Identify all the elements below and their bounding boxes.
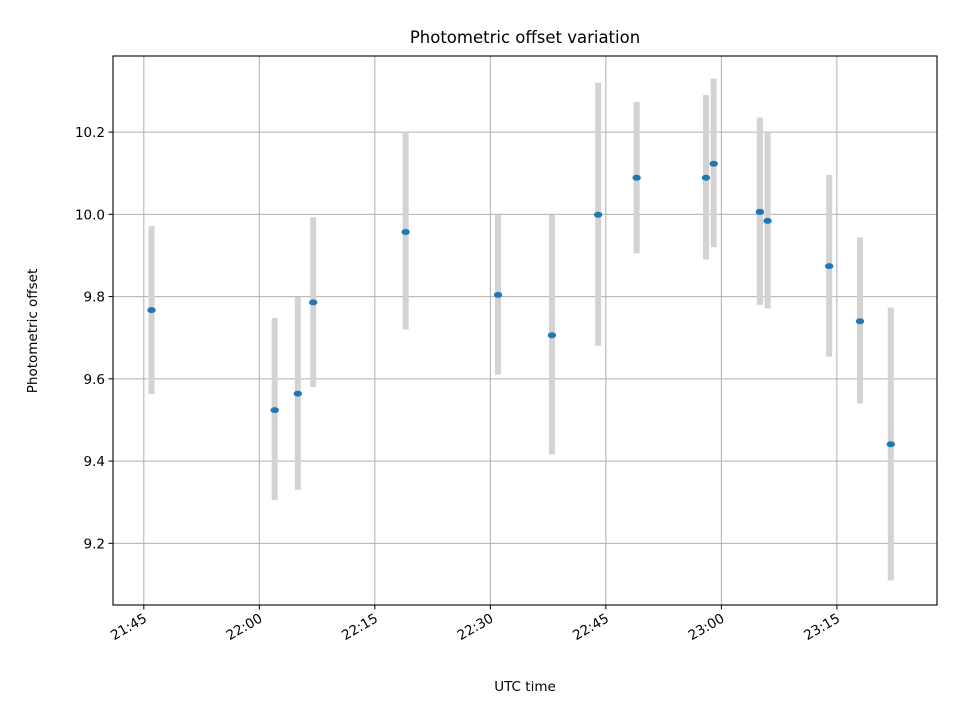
chart-title: Photometric offset variation [410, 28, 640, 47]
y-tick-label: 9.8 [84, 290, 105, 306]
data-point [824, 263, 834, 270]
y-tick-label: 10.2 [75, 125, 105, 141]
data-point [709, 160, 718, 167]
data-point [763, 217, 772, 224]
y-tick-label: 9.2 [84, 536, 105, 552]
y-tick-label: 9.4 [84, 454, 105, 470]
data-point [147, 307, 156, 314]
data-point [309, 299, 318, 306]
data-layer [147, 78, 895, 581]
x-axis-label: UTC time [494, 679, 556, 695]
data-point [593, 211, 603, 218]
data-point [547, 332, 557, 339]
y-tick-label: 10.0 [75, 207, 105, 223]
data-point [701, 174, 711, 181]
data-point [855, 318, 865, 325]
data-point [632, 174, 641, 181]
data-point [293, 390, 303, 397]
data-point [755, 208, 765, 215]
data-point [401, 229, 410, 236]
data-point [270, 407, 279, 414]
y-axis-label: Photometric offset [25, 269, 41, 393]
plot-frame [112, 55, 938, 606]
grid-layer [113, 56, 937, 605]
y-tick-label: 9.6 [84, 372, 105, 388]
data-point [493, 291, 503, 298]
data-point [886, 441, 895, 448]
